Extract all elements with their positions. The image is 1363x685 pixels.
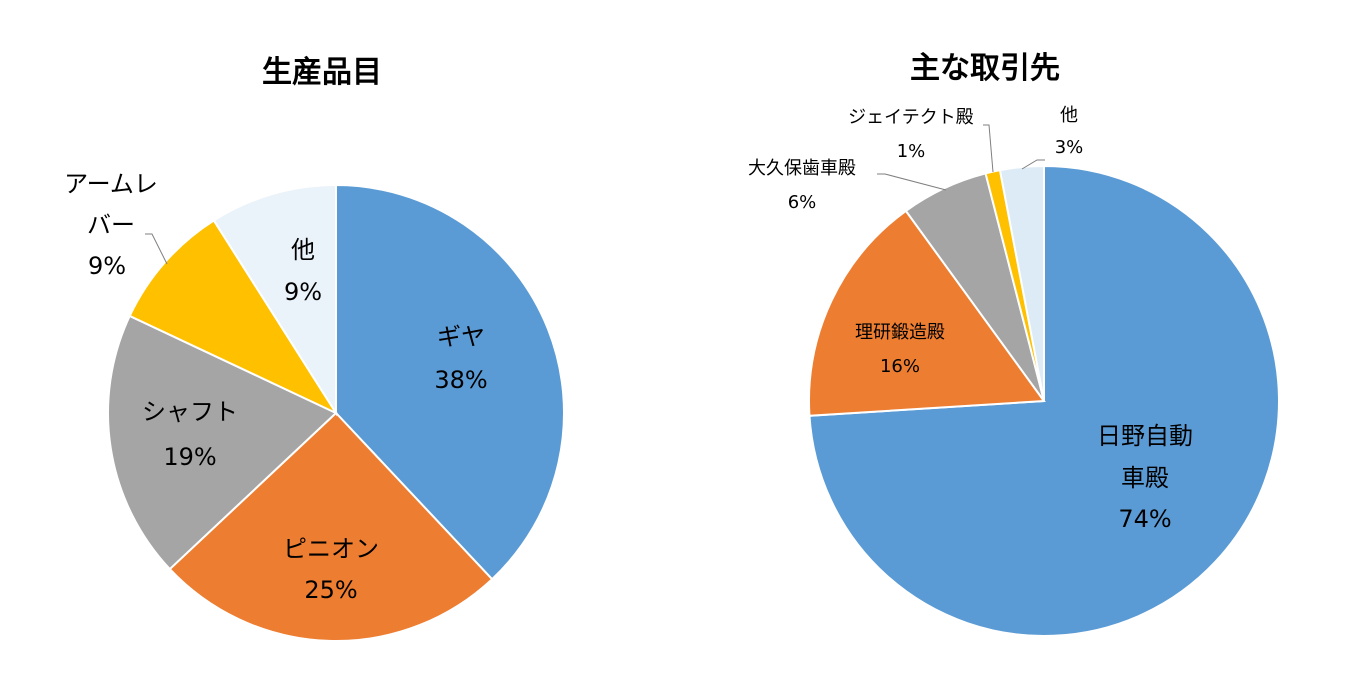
chart-1-label-name-pinion: ピニオン bbox=[283, 535, 379, 563]
chart-2-label-name-hino-line1: 日野自動 bbox=[1097, 422, 1193, 450]
chart-1-label-pct-other: 9% bbox=[284, 278, 322, 306]
chart-2-label-pct-riken: 16% bbox=[880, 356, 920, 377]
chart-2-leader-jtekt bbox=[983, 124, 994, 173]
chart-2-label-name-other: 他 bbox=[1060, 105, 1078, 126]
chart-1-label-pct-gear: 38% bbox=[434, 366, 487, 394]
chart-1-label-name-other: 他 bbox=[291, 236, 315, 264]
chart-2-label-name-hino-line2: 車殿 bbox=[1121, 464, 1169, 492]
chart-2-slice-4 bbox=[998, 164, 1045, 402]
chart-2-title: 主な取引先 bbox=[910, 51, 1060, 86]
chart-production-items: 生産品目 ギヤ 38% ピニオン 25% シャフト 19% アームレ バー 9%… bbox=[64, 55, 565, 642]
chart-1-slice-1 bbox=[168, 411, 494, 642]
chart-1-label-name-armlever-line1: アームレ bbox=[64, 170, 158, 198]
chart-1-label-name-armlever-line2: バー bbox=[87, 211, 135, 239]
chart-1-slice-3 bbox=[128, 219, 339, 416]
chart-1-slice-2 bbox=[107, 314, 338, 571]
chart-main-customers: 主な取引先 日野自動 車殿 74% 理研鍛造殿 16% 大久保歯車殿 6% ジェ… bbox=[748, 51, 1280, 637]
chart-1-leader-armlever bbox=[145, 233, 168, 265]
chart-1-label-pct-shaft: 19% bbox=[163, 443, 216, 471]
chart-2-slices bbox=[808, 164, 1280, 637]
chart-1-label-pct-armlever: 9% bbox=[88, 252, 126, 280]
chart-1-label-name-gear: ギヤ bbox=[437, 323, 485, 351]
chart-2-leader-okubo bbox=[877, 173, 947, 191]
chart-1-slice-4 bbox=[212, 183, 337, 417]
chart-1-label-pct-pinion: 25% bbox=[304, 576, 357, 604]
chart-2-slice-1 bbox=[808, 209, 1046, 417]
chart-1-label-name-shaft: シャフト bbox=[142, 398, 238, 426]
chart-1-slices bbox=[107, 183, 565, 642]
chart-1-title: 生産品目 bbox=[262, 55, 382, 90]
chart-2-label-pct-other: 3% bbox=[1055, 137, 1084, 158]
chart-2-label-name-riken: 理研鍛造殿 bbox=[855, 322, 945, 343]
chart-2-label-pct-hino: 74% bbox=[1118, 505, 1171, 533]
chart-2-label-name-jtekt: ジェイテクト殿 bbox=[848, 107, 974, 128]
chart-2-label-name-okubo: 大久保歯車殿 bbox=[748, 158, 856, 179]
chart-1-slice-0 bbox=[335, 183, 565, 581]
chart-2-leader-other bbox=[1021, 159, 1045, 170]
chart-2-label-pct-okubo: 6% bbox=[788, 192, 817, 213]
chart-2-label-pct-jtekt: 1% bbox=[897, 141, 926, 162]
